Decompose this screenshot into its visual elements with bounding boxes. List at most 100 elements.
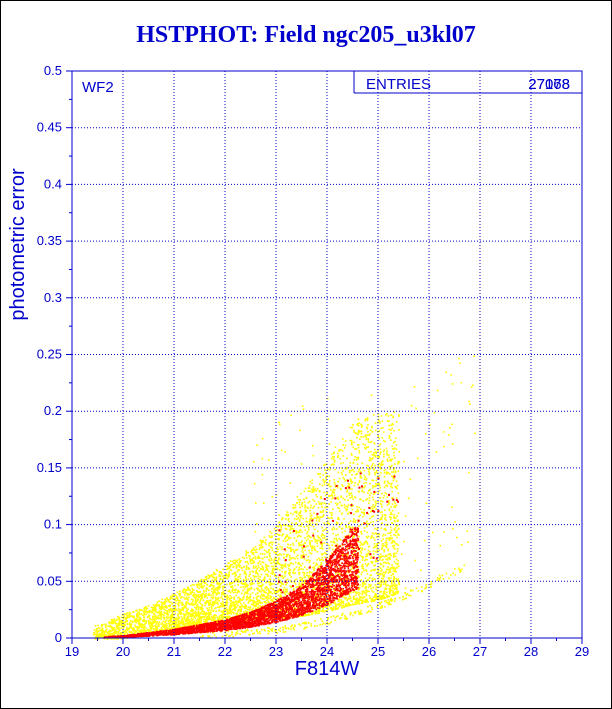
scatter-point-yellow [398, 583, 400, 586]
scatter-point-yellow [258, 548, 261, 551]
scatter-point-yellow [333, 456, 335, 458]
scatter-point-yellow [379, 553, 382, 556]
scatter-point-yellow [294, 523, 296, 525]
scatter-point-yellow [313, 505, 315, 508]
scatter-point-yellow [358, 587, 361, 589]
scatter-point-yellow [275, 590, 278, 592]
scatter-point-yellow [250, 588, 253, 590]
scatter-point-yellow [120, 616, 123, 619]
scatter-point-yellow [274, 603, 277, 605]
scatter-point-yellow [256, 572, 258, 574]
scatter-point-yellow [332, 463, 334, 465]
scatter-point-yellow [289, 544, 292, 546]
scatter-point-yellow [395, 558, 398, 561]
scatter-point-yellow [369, 458, 372, 460]
scatter-point-yellow [308, 549, 310, 552]
scatter-point-yellow [229, 602, 232, 605]
scatter-point-yellow [274, 573, 276, 575]
scatter-point-yellow [202, 581, 204, 583]
scatter-point-yellow [221, 585, 224, 588]
scatter-point-yellow [162, 623, 164, 625]
scatter-point-yellow [362, 544, 364, 546]
scatter-point-yellow [280, 528, 282, 531]
scatter-point-yellow [211, 574, 213, 576]
scatter-point-yellow [222, 617, 224, 620]
scatter-point-yellow [350, 574, 353, 577]
scatter-point-yellow [94, 638, 97, 640]
scatter-point-yellow [146, 607, 149, 610]
scatter-point-yellow [368, 583, 370, 586]
scatter-point-yellow [255, 602, 258, 605]
scatter-point-yellow [302, 568, 305, 571]
scatter-point-yellow [112, 622, 115, 624]
scatter-point-yellow [329, 582, 332, 584]
scatter-point-yellow [376, 549, 378, 552]
scatter-point-yellow [382, 583, 385, 586]
scatter-point-yellow [331, 552, 333, 554]
scatter-point-yellow [310, 552, 313, 555]
scatter-point-yellow [214, 573, 217, 575]
scatter-point-yellow [312, 486, 315, 488]
scatter-point-yellow [277, 543, 280, 545]
scatter-point-yellow [342, 497, 345, 500]
scatter-point-yellow [354, 521, 357, 523]
scatter-point-yellow [367, 586, 370, 589]
scatter-point-yellow [129, 623, 131, 626]
scatter-point-yellow [359, 531, 362, 533]
scatter-point-yellow [335, 608, 337, 611]
scatter-point-yellow [352, 597, 355, 600]
scatter-point-yellow [359, 498, 361, 500]
scatter-point-yellow [155, 618, 158, 620]
scatter-point-yellow [363, 541, 366, 544]
scatter-point-yellow [294, 504, 297, 506]
scatter-point-yellow [267, 565, 270, 568]
scatter-point-yellow [252, 560, 255, 562]
scatter-point-yellow [251, 581, 253, 584]
scatter-point-yellow [374, 456, 377, 458]
scatter-point-yellow [321, 595, 324, 598]
scatter-point-yellow [375, 559, 377, 562]
scatter-point-yellow [370, 537, 372, 539]
scatter-point-yellow [229, 599, 231, 601]
scatter-point-yellow [349, 439, 352, 442]
scatter-point-yellow [201, 617, 203, 619]
scatter-point-yellow [322, 514, 325, 516]
scatter-point-yellow [326, 550, 328, 552]
scatter-point-yellow [284, 518, 287, 520]
scatter-point-yellow [341, 450, 344, 452]
scatter-point-yellow [253, 600, 256, 603]
scatter-point-yellow [397, 578, 400, 580]
scatter-point-yellow [194, 597, 197, 600]
scatter-point-yellow [301, 554, 304, 557]
scatter-point-yellow [311, 488, 313, 491]
scatter-point-yellow [293, 537, 296, 539]
scatter-point-yellow [364, 418, 367, 420]
scatter-point-yellow [390, 522, 393, 524]
scatter-point-yellow [372, 493, 375, 496]
scatter-point-yellow [307, 507, 309, 510]
scatter-point-yellow [218, 584, 220, 587]
scatter-point-yellow [119, 631, 122, 634]
scatter-point-yellow [393, 411, 395, 414]
scatter-point-yellow [141, 629, 143, 632]
scatter-point-yellow [292, 513, 294, 516]
scatter-point-yellow [384, 440, 386, 443]
scatter-point-yellow [142, 614, 144, 617]
scatter-point-yellow [245, 605, 248, 607]
scatter-point-yellow [372, 520, 375, 523]
scatter-point-yellow [180, 615, 183, 618]
scatter-point-yellow [382, 535, 384, 537]
scatter-point-yellow [147, 620, 150, 622]
scatter-point-yellow [380, 595, 383, 598]
scatter-point-yellow [257, 606, 260, 609]
scatter-point-yellow [311, 489, 314, 492]
scatter-point-yellow [378, 549, 380, 551]
scatter-point-yellow [358, 576, 360, 578]
scatter-point-yellow [255, 601, 258, 603]
scatter-point-yellow [381, 596, 384, 598]
scatter-point-yellow [330, 464, 333, 466]
scatter-point-yellow [358, 506, 360, 509]
scatter-point-yellow [349, 527, 351, 529]
scatter-point-yellow [266, 599, 268, 602]
scatter-point-yellow [368, 497, 371, 499]
